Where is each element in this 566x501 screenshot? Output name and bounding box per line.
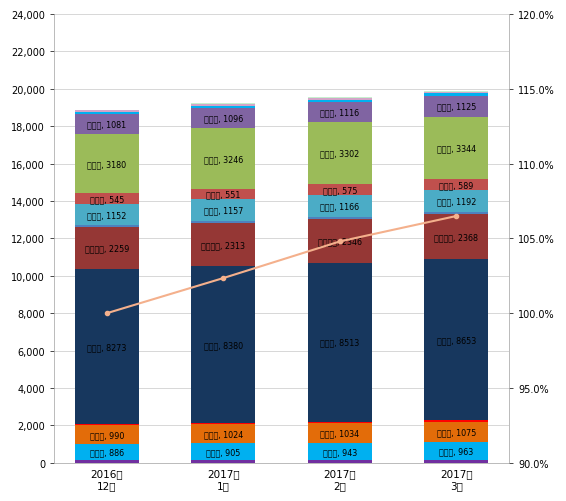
Bar (191, 424, 255, 443)
Bar (424, 421, 488, 422)
Text: 千葉県, 990: 千葉県, 990 (89, 430, 124, 439)
Bar (191, 189, 255, 200)
Bar (308, 422, 372, 423)
Text: 埼玉県, 943: 埼玉県, 943 (323, 447, 357, 456)
Bar (75, 115, 139, 135)
Bar (75, 270, 139, 424)
Text: 神奈川県, 2368: 神奈川県, 2368 (434, 232, 478, 241)
Bar (424, 460, 488, 463)
Text: 東京都, 8513: 東京都, 8513 (320, 338, 359, 347)
Text: 神奈川県, 2346: 神奈川県, 2346 (318, 236, 362, 245)
Text: 千葉県, 1024: 千葉県, 1024 (204, 429, 243, 438)
Bar (75, 111, 139, 113)
Bar (191, 423, 255, 424)
Bar (424, 91, 488, 92)
Bar (308, 443, 372, 460)
Text: 京都府, 551: 京都府, 551 (206, 190, 241, 199)
Bar (191, 443, 255, 460)
Bar (424, 442, 488, 460)
Bar (308, 423, 372, 443)
Text: 兵庫県, 1116: 兵庫県, 1116 (320, 108, 359, 117)
Bar (308, 100, 372, 102)
Bar (75, 135, 139, 194)
Bar (75, 460, 139, 463)
Text: 兵庫県, 1125: 兵庫県, 1125 (437, 102, 476, 111)
Bar (424, 213, 488, 215)
Bar (191, 200, 255, 221)
Bar (308, 123, 372, 185)
Bar (424, 180, 488, 191)
Bar (191, 223, 255, 267)
Bar (424, 422, 488, 442)
Bar (424, 92, 488, 94)
Text: 大阪府, 3344: 大阪府, 3344 (437, 144, 476, 153)
Bar (75, 226, 139, 227)
Text: 埼玉県, 963: 埼玉県, 963 (439, 447, 474, 456)
Bar (308, 219, 372, 263)
Text: 千葉県, 1075: 千葉県, 1075 (437, 428, 476, 437)
Bar (308, 98, 372, 99)
Text: 兵庫県, 1081: 兵庫県, 1081 (87, 120, 126, 129)
Text: 東京都, 8273: 東京都, 8273 (87, 342, 127, 351)
Bar (75, 194, 139, 204)
Bar (424, 96, 488, 117)
Text: 埼玉県, 886: 埼玉県, 886 (90, 448, 124, 457)
Bar (308, 195, 372, 217)
Bar (308, 102, 372, 123)
Bar (191, 104, 255, 105)
Text: 大阪府, 3302: 大阪府, 3302 (320, 149, 359, 158)
Text: 大阪府, 3180: 大阪府, 3180 (87, 160, 126, 169)
Text: 大阪府, 3246: 大阪府, 3246 (204, 155, 243, 164)
Text: 東京都, 8380: 東京都, 8380 (204, 340, 243, 349)
Bar (191, 107, 255, 109)
Bar (308, 263, 372, 422)
Bar (75, 424, 139, 425)
Bar (75, 227, 139, 270)
Bar (424, 94, 488, 96)
Bar (308, 99, 372, 100)
Bar (424, 259, 488, 421)
Bar (308, 217, 372, 219)
Text: 京都府, 545: 京都府, 545 (89, 195, 124, 203)
Bar (75, 425, 139, 444)
Bar (191, 221, 255, 223)
Bar (191, 105, 255, 107)
Text: 愛知県, 1192: 愛知県, 1192 (437, 197, 476, 206)
Bar (191, 129, 255, 189)
Text: 愛知県, 1166: 愛知県, 1166 (320, 202, 359, 211)
Text: 千葉県, 1034: 千葉県, 1034 (320, 429, 359, 438)
Text: 東京都, 8653: 東京都, 8653 (437, 335, 476, 344)
Text: 神奈川県, 2313: 神奈川県, 2313 (201, 240, 246, 249)
Bar (191, 460, 255, 463)
Text: 京都府, 589: 京都府, 589 (439, 181, 474, 190)
Text: 埼玉県, 905: 埼玉県, 905 (206, 447, 241, 456)
Bar (424, 191, 488, 213)
Bar (191, 109, 255, 129)
Text: 兵庫県, 1096: 兵庫県, 1096 (204, 114, 243, 123)
Bar (191, 267, 255, 423)
Text: 京都府, 575: 京都府, 575 (323, 186, 357, 195)
Bar (308, 185, 372, 195)
Text: 神奈川県, 2259: 神奈川県, 2259 (85, 244, 129, 253)
Text: 愛知県, 1157: 愛知県, 1157 (204, 206, 243, 215)
Text: 愛知県, 1152: 愛知県, 1152 (87, 210, 127, 219)
Bar (75, 444, 139, 460)
Bar (424, 117, 488, 180)
Bar (75, 110, 139, 111)
Bar (424, 215, 488, 259)
Bar (308, 460, 372, 463)
Bar (75, 113, 139, 115)
Bar (75, 204, 139, 226)
